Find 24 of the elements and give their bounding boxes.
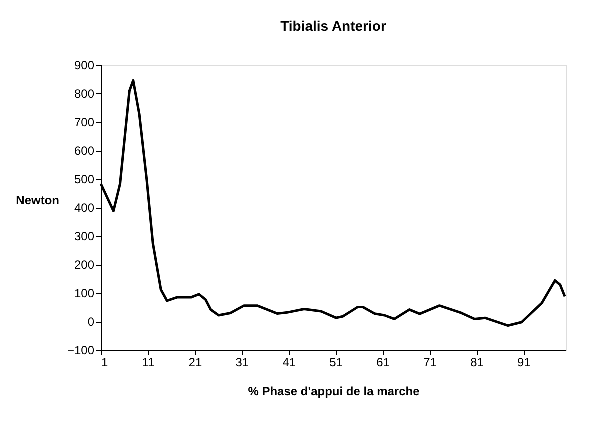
y-axis-title: Newton bbox=[16, 194, 60, 208]
y-tick-label: 0 bbox=[88, 315, 95, 329]
y-tick-label: 700 bbox=[74, 116, 95, 130]
y-tick-label: 800 bbox=[74, 87, 95, 101]
x-tick-label: 61 bbox=[376, 356, 390, 370]
x-tick-label: 81 bbox=[470, 356, 484, 370]
y-tick-label: 300 bbox=[74, 230, 95, 244]
x-tick-label: 11 bbox=[142, 356, 156, 370]
y-tick-label: 600 bbox=[74, 144, 95, 158]
y-tick-label: 100 bbox=[74, 286, 95, 300]
x-tick-label: 31 bbox=[236, 356, 250, 370]
x-tick-label: 21 bbox=[188, 356, 202, 370]
x-tick-label: 41 bbox=[282, 356, 296, 370]
x-tick-label: 91 bbox=[518, 356, 532, 370]
x-tick-label: 51 bbox=[330, 356, 344, 370]
y-tick-label: 200 bbox=[74, 258, 95, 272]
y-tick-label: 500 bbox=[74, 172, 95, 186]
chart-title: Tibialis Anterior bbox=[280, 18, 387, 34]
y-tick-label: 400 bbox=[74, 201, 95, 215]
y-tick-label: −100 bbox=[67, 344, 95, 358]
y-tick-label: 900 bbox=[74, 58, 95, 72]
x-tick-label: 71 bbox=[424, 356, 438, 370]
x-axis-title: % Phase d'appui de la marche bbox=[248, 384, 420, 398]
x-tick-label: 1 bbox=[102, 356, 108, 370]
